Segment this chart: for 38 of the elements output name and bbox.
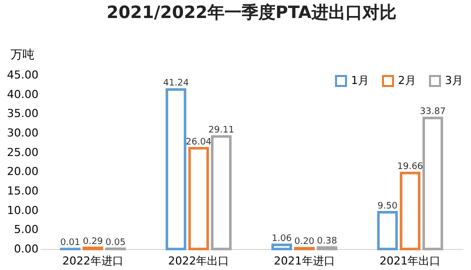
data-label: 0.20 bbox=[294, 237, 315, 248]
data-label: 0.29 bbox=[82, 236, 104, 247]
y-tick-label: 30.00 bbox=[7, 126, 38, 140]
legend-label: 1月 bbox=[351, 74, 369, 87]
x-tick-label: 2022年出口 bbox=[168, 254, 230, 268]
bar bbox=[166, 88, 186, 250]
y-tick-label: 10.00 bbox=[7, 204, 38, 217]
y-axis-title: 万吨 bbox=[10, 48, 34, 62]
legend-label: 3月 bbox=[445, 74, 463, 87]
data-label: 26.04 bbox=[186, 137, 212, 148]
y-tick-label: 25.00 bbox=[7, 146, 38, 159]
chart-title: 2021/2022年一季度PTA进出口对比 bbox=[106, 3, 396, 23]
y-tick-label: 15.00 bbox=[7, 184, 38, 198]
y-tick-label: 5.00 bbox=[14, 223, 38, 236]
data-label: 0.38 bbox=[317, 236, 338, 247]
bar bbox=[422, 116, 444, 250]
data-label: 1.06 bbox=[272, 234, 292, 244]
x-tick-label: 2022年进口 bbox=[62, 254, 124, 268]
data-label: 29.11 bbox=[208, 125, 234, 136]
data-label: 9.50 bbox=[377, 201, 398, 212]
y-tick-label: 20.00 bbox=[7, 165, 38, 178]
data-label: 19.66 bbox=[397, 162, 424, 172]
data-label: 41.24 bbox=[163, 78, 190, 89]
y-tick-label: 45.00 bbox=[7, 68, 38, 82]
data-label: 33.87 bbox=[420, 107, 446, 118]
bar bbox=[271, 244, 292, 250]
x-tick-label: 2021年进口 bbox=[274, 254, 335, 268]
bar bbox=[188, 147, 209, 250]
data-label: 0.05 bbox=[106, 238, 126, 248]
y-tick-label: 35.00 bbox=[7, 107, 38, 120]
y-tick-label: 0.00 bbox=[14, 242, 38, 256]
bar bbox=[400, 172, 420, 250]
data-label: 0.01 bbox=[60, 238, 80, 248]
bar bbox=[377, 211, 398, 250]
legend-label: 2月 bbox=[398, 74, 416, 87]
x-tick-label: 2021年出口 bbox=[380, 254, 441, 268]
y-tick-label: 40.00 bbox=[7, 88, 38, 101]
bar bbox=[210, 135, 232, 250]
